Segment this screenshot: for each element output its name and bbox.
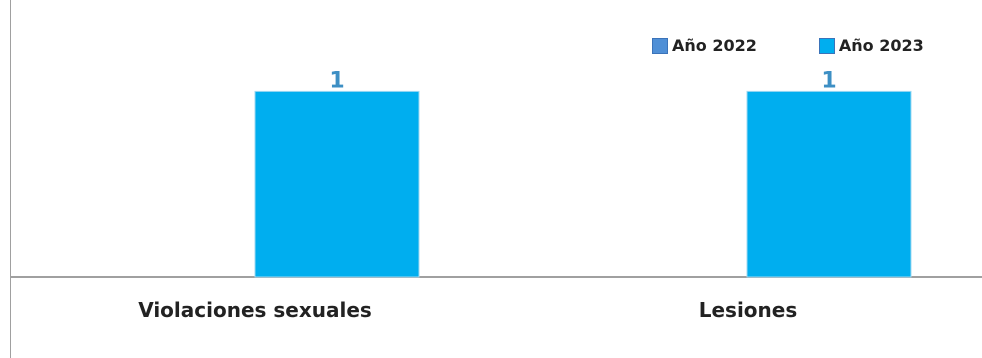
legend-label-2023: Año 2023 bbox=[838, 36, 924, 55]
legend-item-2022[interactable]: Año 2022 bbox=[652, 36, 757, 55]
bar-2023-violaciones-sexuales[interactable] bbox=[254, 90, 420, 278]
data-label: 1 bbox=[329, 68, 344, 93]
legend-label-2022: Año 2022 bbox=[672, 36, 757, 55]
data-label: 1 bbox=[821, 68, 836, 93]
plot-left-border bbox=[10, 0, 11, 358]
category-label: Violaciones sexuales bbox=[138, 298, 372, 322]
legend-item-2023[interactable]: Año 2023 bbox=[818, 36, 924, 55]
legend-swatch-2023 bbox=[818, 37, 835, 54]
legend-swatch-2022 bbox=[652, 37, 668, 54]
category-label: Lesiones bbox=[699, 298, 798, 322]
bar-2023-lesiones[interactable] bbox=[746, 90, 912, 278]
legend: Año 2022 Año 2023 bbox=[652, 36, 982, 55]
